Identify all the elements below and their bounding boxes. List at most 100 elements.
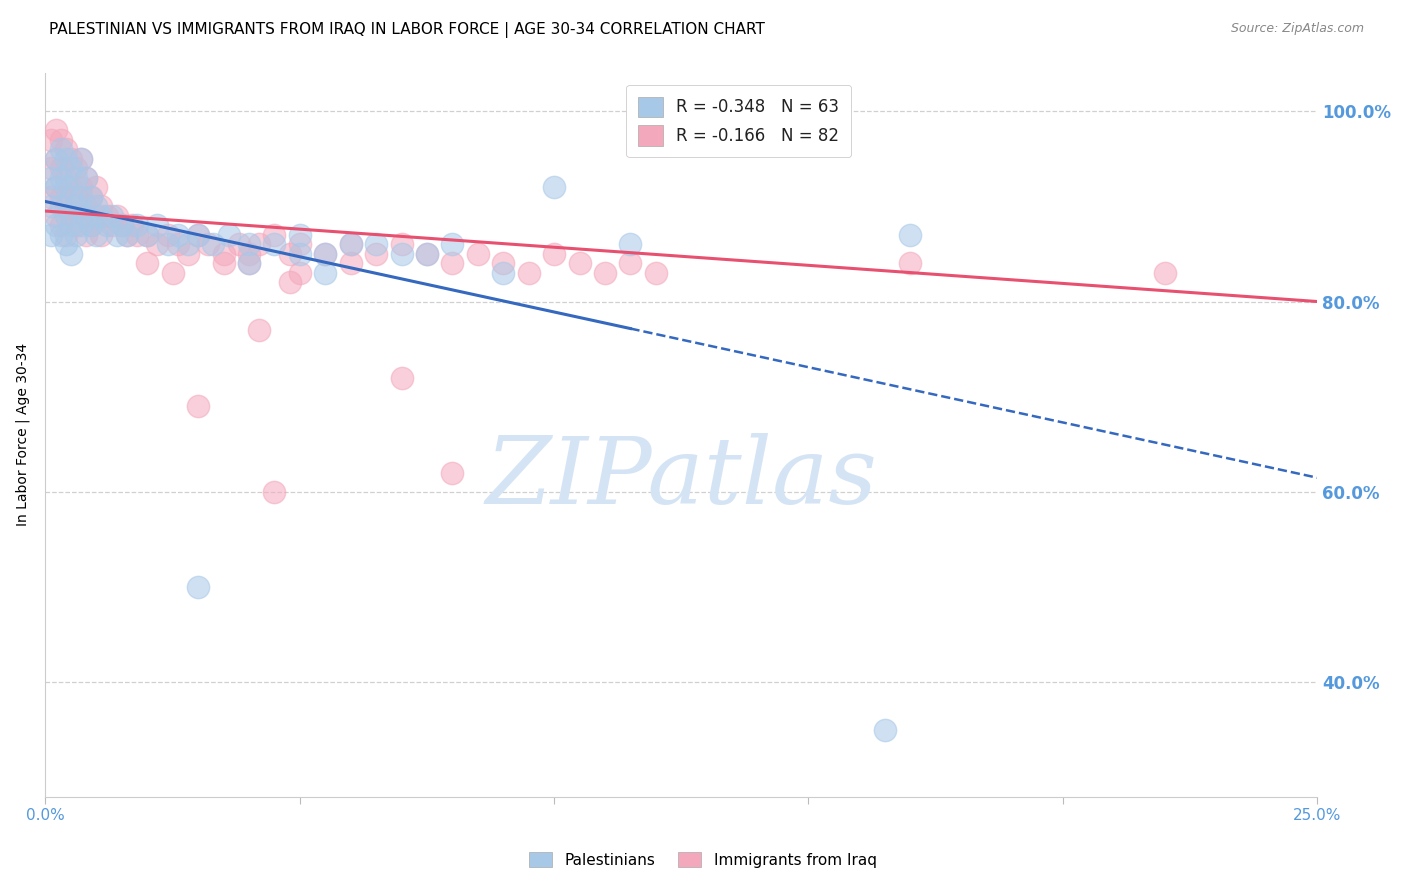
Point: [39, 190, 62, 204]
Point: [75, 227, 97, 242]
Point: [86, 227, 108, 242]
Point: [55, 180, 77, 194]
Point: [247, 323, 270, 337]
Point: [100, 219, 122, 233]
Point: [39, 170, 62, 185]
Point: [593, 266, 616, 280]
Point: [156, 237, 179, 252]
Point: [39, 161, 62, 176]
Point: [45, 180, 67, 194]
Point: [543, 247, 565, 261]
Point: [39, 133, 62, 147]
Point: [49, 133, 72, 147]
Point: [96, 219, 118, 233]
Point: [59, 219, 82, 233]
Point: [263, 237, 285, 252]
Point: [45, 152, 67, 166]
Point: [238, 237, 260, 252]
Point: [441, 237, 464, 252]
Point: [339, 237, 361, 252]
Point: [492, 266, 515, 280]
Point: [156, 227, 179, 242]
Point: [86, 209, 108, 223]
Point: [70, 152, 93, 166]
Point: [898, 227, 921, 242]
Point: [187, 227, 209, 242]
Point: [55, 142, 77, 156]
Point: [55, 237, 77, 252]
Point: [568, 256, 591, 270]
Point: [898, 256, 921, 270]
Point: [75, 170, 97, 185]
Point: [70, 180, 93, 194]
Point: [278, 247, 301, 261]
Point: [59, 190, 82, 204]
Point: [59, 209, 82, 223]
Point: [187, 399, 209, 413]
Point: [75, 209, 97, 223]
Point: [228, 237, 250, 252]
Point: [45, 123, 67, 137]
Point: [187, 580, 209, 594]
Point: [441, 256, 464, 270]
Point: [70, 190, 93, 204]
Point: [70, 209, 93, 223]
Point: [197, 237, 219, 252]
Point: [339, 237, 361, 252]
Point: [55, 152, 77, 166]
Point: [80, 190, 103, 204]
Point: [49, 199, 72, 213]
Point: [238, 247, 260, 261]
Text: Source: ZipAtlas.com: Source: ZipAtlas.com: [1230, 22, 1364, 36]
Point: [111, 219, 134, 233]
Point: [416, 247, 439, 261]
Point: [202, 237, 225, 252]
Point: [100, 209, 122, 223]
Point: [288, 266, 311, 280]
Point: [136, 227, 159, 242]
Point: [146, 219, 169, 233]
Point: [90, 227, 112, 242]
Point: [59, 180, 82, 194]
Point: [80, 219, 103, 233]
Point: [49, 219, 72, 233]
Point: [80, 190, 103, 204]
Point: [177, 247, 200, 261]
Point: [96, 209, 118, 223]
Point: [49, 190, 72, 204]
Point: [55, 227, 77, 242]
Point: [288, 237, 311, 252]
Point: [187, 227, 209, 242]
Point: [146, 237, 169, 252]
Point: [59, 247, 82, 261]
Point: [314, 266, 336, 280]
Point: [1153, 266, 1175, 280]
Point: [391, 370, 413, 384]
Point: [288, 247, 311, 261]
Point: [90, 209, 112, 223]
Point: [125, 227, 148, 242]
Point: [70, 152, 93, 166]
Point: [644, 266, 666, 280]
Point: [121, 219, 143, 233]
Point: [65, 219, 87, 233]
Point: [218, 227, 240, 242]
Point: [45, 180, 67, 194]
Point: [49, 170, 72, 185]
Point: [278, 276, 301, 290]
Point: [65, 199, 87, 213]
Point: [49, 161, 72, 176]
Point: [55, 199, 77, 213]
Point: [238, 256, 260, 270]
Point: [115, 227, 138, 242]
Text: PALESTINIAN VS IMMIGRANTS FROM IRAQ IN LABOR FORCE | AGE 30-34 CORRELATION CHART: PALESTINIAN VS IMMIGRANTS FROM IRAQ IN L…: [49, 22, 765, 38]
Point: [59, 161, 82, 176]
Y-axis label: In Labor Force | Age 30-34: In Labor Force | Age 30-34: [15, 343, 30, 526]
Legend: Palestinians, Immigrants from Iraq: Palestinians, Immigrants from Iraq: [523, 846, 883, 873]
Point: [314, 247, 336, 261]
Point: [45, 152, 67, 166]
Point: [70, 219, 93, 233]
Point: [391, 237, 413, 252]
Point: [366, 237, 388, 252]
Point: [263, 485, 285, 500]
